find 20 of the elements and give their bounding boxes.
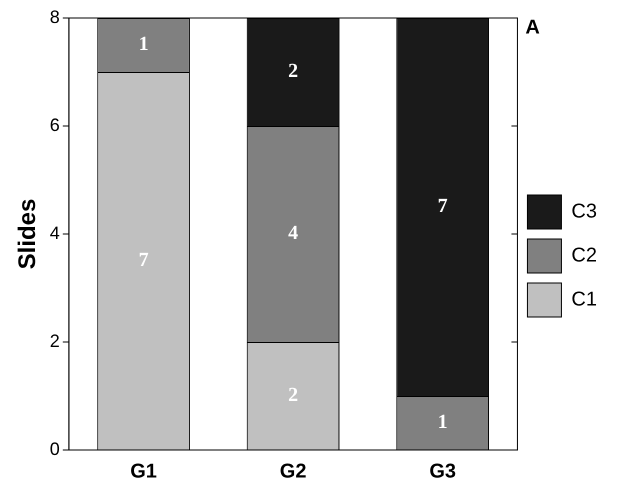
data-label: 7	[438, 195, 448, 218]
y-tick-label: 2	[50, 330, 60, 351]
text: A	[525, 16, 540, 39]
data-label: 1	[438, 410, 448, 433]
data-label: 7	[138, 248, 149, 271]
legend-label: C2	[571, 244, 598, 267]
y-tick-label: 0	[50, 438, 60, 459]
data-label: 1	[138, 33, 149, 56]
legend-label: C3	[571, 200, 598, 223]
y-tick-label: 8	[50, 6, 60, 27]
x-tick-label: G3	[429, 460, 456, 483]
y-axis-title: Slides	[14, 198, 42, 270]
data-label: 2	[288, 384, 298, 406]
y-tick-label: 6	[50, 114, 60, 135]
data-label: 4	[288, 222, 298, 244]
y-tick-label: 4	[50, 222, 60, 243]
data-label: 2	[288, 60, 298, 82]
x-tick-label: G1	[130, 460, 157, 483]
legend-label: C1	[571, 288, 598, 311]
x-tick-label: G2	[280, 460, 306, 483]
